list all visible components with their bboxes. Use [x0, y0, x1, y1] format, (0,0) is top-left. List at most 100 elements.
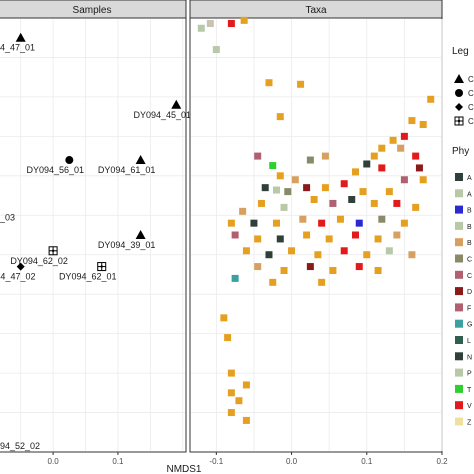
legend-group-key [455, 103, 463, 111]
sample-label: _03 [0, 212, 15, 222]
sample-point [65, 156, 74, 165]
taxa-point [240, 16, 248, 24]
taxa-point [378, 144, 386, 152]
legend-group-label: C [468, 75, 474, 84]
sample-point [135, 230, 146, 239]
taxa-point [355, 219, 363, 227]
sample-label: 4_47_01 [0, 43, 35, 53]
taxa-point [306, 156, 314, 164]
taxa-x-tick-label: -0.1 [209, 457, 223, 466]
taxa-point [340, 180, 348, 188]
sample-label: DY094_61_01 [98, 165, 156, 175]
taxa-point [284, 188, 292, 196]
taxa-point [242, 247, 250, 255]
legend-phylum-key [455, 303, 463, 312]
taxa-point [297, 80, 305, 88]
legend-phylum-label: N [467, 354, 472, 361]
samples-grid [0, 19, 185, 451]
taxa-point [254, 152, 262, 160]
legend-group-label: C [468, 103, 474, 112]
legend-group-label: C [468, 117, 474, 126]
sample-label: DY094_62_01 [59, 272, 117, 282]
taxa-point [212, 46, 220, 54]
taxa-point [355, 263, 363, 271]
sample-label: 94_52_02 [0, 441, 40, 451]
legend-phylum-key [455, 238, 463, 247]
taxa-points [197, 16, 435, 424]
legend-phylum-key [455, 336, 463, 344]
taxa-point [276, 113, 284, 121]
legend-group-title: Leg [452, 46, 469, 57]
legend-group-key [455, 89, 463, 97]
taxa-point [276, 235, 284, 243]
taxa-point [257, 199, 265, 207]
taxa-panel: Taxa -0.1 0.0 0.1 0.2 [189, 0, 448, 466]
taxa-point [235, 397, 243, 405]
taxa-point [351, 168, 359, 176]
legend-phylum-label: A [467, 191, 472, 198]
taxa-point [265, 251, 273, 259]
legend-phylum-key [455, 368, 463, 377]
taxa-point [393, 231, 401, 239]
taxa-point [224, 334, 232, 342]
taxa-point [231, 274, 239, 282]
taxa-point [227, 219, 235, 227]
taxa-point [318, 219, 326, 227]
legend-phylum-label: A [467, 175, 472, 182]
taxa-point [385, 188, 393, 196]
sample-point [16, 262, 25, 271]
taxa-point [348, 195, 356, 203]
taxa-point [303, 231, 311, 239]
taxa-point [280, 203, 288, 211]
taxa-point [250, 219, 258, 227]
sample-label: DY094_62_02 [10, 256, 68, 266]
taxa-point [321, 184, 329, 192]
taxa-point [412, 152, 420, 160]
legend-phylum-key [455, 205, 463, 214]
taxa-point [336, 215, 344, 223]
legend-phylum-label: V [467, 403, 472, 410]
taxa-x-tick-label: 0.2 [436, 457, 448, 466]
taxa-point [299, 215, 307, 223]
taxa-point [280, 267, 288, 275]
samples-x-tick-label: 0.1 [112, 457, 124, 466]
legend-phylum-label: D [467, 289, 472, 296]
samples-points: 4_47_01 DY094_45_01 DY094_56_01 DY094_61_01… [0, 32, 191, 451]
samples-x-tick-label: 0.0 [48, 457, 60, 466]
legend-phylum-key [455, 287, 463, 296]
sample-label: DY094_56_01 [27, 165, 85, 175]
sample-label: DY094_39_01 [98, 240, 156, 250]
legend-phylum-label: B [467, 208, 472, 215]
taxa-point [265, 79, 273, 87]
sample-label: DY094_47_02 [0, 272, 35, 282]
taxa-point [227, 20, 235, 28]
taxa-point [254, 263, 262, 271]
taxa-point [269, 162, 277, 170]
legend-phylum-label: F [467, 305, 471, 312]
taxa-point [374, 235, 382, 243]
taxa-point [273, 186, 281, 194]
legend-phylum-label: C [467, 273, 472, 280]
taxa-point [400, 132, 408, 140]
sample-point-dot [51, 249, 55, 252]
taxa-point [329, 199, 337, 207]
x-axis-title: NMDS1 [166, 464, 201, 474]
legend-phylum-label: L [467, 338, 471, 345]
taxa-grid [191, 19, 443, 451]
samples-panel: Samples 4_47_01 DY094_45_01 DY094_56_01 DY0… [0, 0, 202, 474]
legend-phylum-items: A A B B B C C D F G L N P T V Z [455, 173, 472, 427]
taxa-point [408, 251, 416, 259]
taxa-x-axis: -0.1 0.0 0.1 0.2 [209, 452, 448, 466]
taxa-point [370, 199, 378, 207]
taxa-point [329, 267, 337, 275]
legend-phylum-label: G [467, 322, 472, 329]
taxa-point [374, 267, 382, 275]
sample-point-dot [100, 265, 103, 268]
taxa-point [254, 235, 262, 243]
legend-phylum-key [455, 189, 463, 198]
sample-label: DY094_45_01 [133, 110, 191, 120]
legend-phylum-key [455, 270, 463, 279]
taxa-x-tick-label: 0.1 [361, 457, 373, 466]
